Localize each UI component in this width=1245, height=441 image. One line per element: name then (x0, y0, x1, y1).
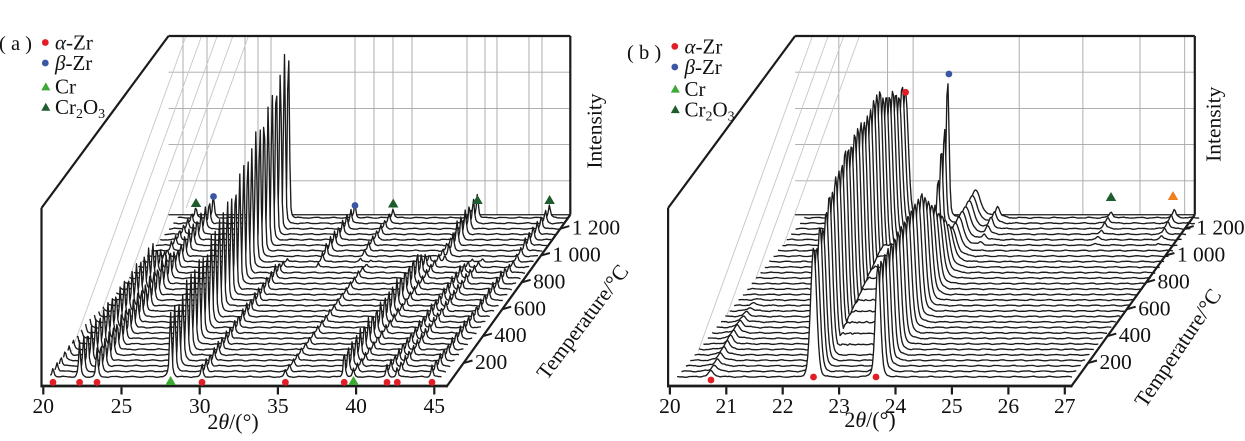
svg-text:25: 25 (111, 394, 133, 418)
svg-text:45: 45 (424, 394, 446, 418)
svg-text:600: 600 (514, 296, 546, 320)
svg-text:β-Zr: β-Zr (54, 51, 92, 75)
svg-text:21: 21 (716, 394, 738, 418)
svg-text:20: 20 (659, 394, 681, 418)
svg-text:Cr: Cr (55, 75, 76, 99)
svg-text:24: 24 (885, 394, 907, 418)
svg-text:Intensity: Intensity (1202, 86, 1226, 161)
svg-text:23: 23 (828, 394, 850, 418)
svg-text:200: 200 (1100, 350, 1132, 374)
svg-text:200: 200 (475, 350, 507, 374)
svg-text:1 200: 1 200 (572, 216, 620, 240)
svg-text:35: 35 (267, 394, 289, 418)
svg-text:α-Zr: α-Zr (55, 31, 93, 55)
svg-text:20: 20 (33, 394, 55, 418)
svg-text:40: 40 (345, 394, 367, 418)
svg-text:800: 800 (1158, 269, 1190, 293)
svg-text:β-Zr: β-Zr (684, 55, 722, 79)
svg-text:1 000: 1 000 (552, 243, 600, 267)
svg-text:400: 400 (494, 323, 526, 347)
svg-text:600: 600 (1138, 296, 1170, 320)
svg-text:( b ): ( b ) (627, 42, 661, 64)
svg-text:1 000: 1 000 (1177, 243, 1225, 267)
svg-text:Cr2O3: Cr2O3 (685, 97, 735, 124)
svg-text:26: 26 (998, 394, 1020, 418)
svg-text:25: 25 (941, 394, 963, 418)
svg-text:2θ/(°): 2θ/(°) (844, 407, 895, 432)
svg-text:( a ): ( a ) (0, 33, 32, 55)
svg-text:α-Zr: α-Zr (685, 34, 723, 58)
svg-text:30: 30 (189, 394, 211, 418)
svg-text:Intensity: Intensity (583, 93, 607, 168)
svg-text:800: 800 (533, 269, 565, 293)
svg-text:400: 400 (1119, 323, 1151, 347)
svg-text:2θ/(°): 2θ/(°) (207, 409, 258, 434)
svg-text:1 200: 1 200 (1196, 216, 1244, 240)
svg-text:27: 27 (1054, 394, 1076, 418)
svg-text:Cr: Cr (685, 77, 706, 101)
svg-text:22: 22 (772, 394, 794, 418)
